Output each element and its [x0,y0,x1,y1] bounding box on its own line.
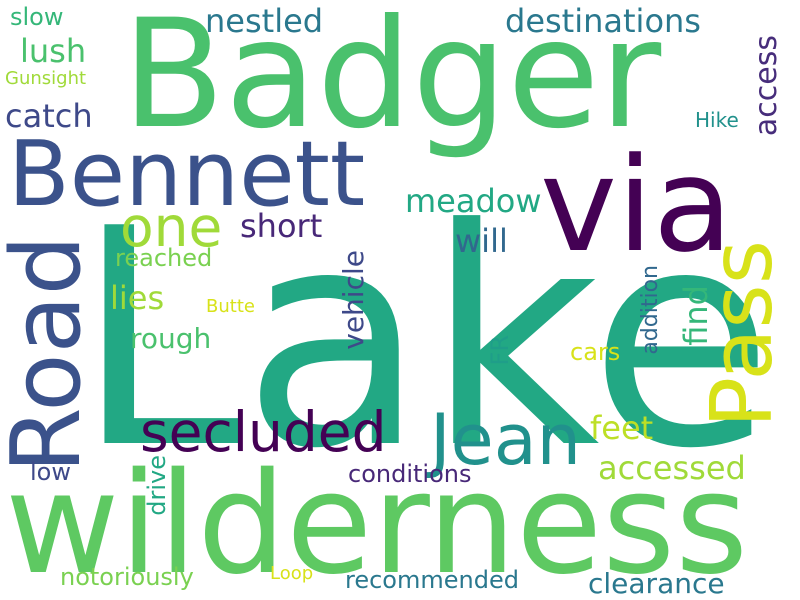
word-jean: Jean [430,399,581,481]
word-recommended: recommended [345,566,519,594]
word-conditions: conditions [348,460,472,488]
word-cars: cars [570,338,621,366]
word-accessed: accessed [598,449,746,487]
word-rough: rough [130,322,212,355]
word-butte: Butte [206,296,255,317]
word-hike: Hike [695,108,739,132]
word-find: find [677,285,715,346]
word-secluded: secluded [140,400,387,464]
word-one: one [120,195,223,259]
word-fr: FR [486,335,514,366]
word-low: low [30,458,71,486]
word-nestled: nestled [205,2,324,40]
word-catch: catch [5,97,93,135]
word-destinations: destinations [505,2,701,40]
word-short: short [240,207,323,245]
word-road: Road [0,235,102,474]
word-badger: Badger [122,0,662,162]
word-wilderness: wilderness [5,443,749,600]
word-notoriously: notoriously [60,563,194,591]
word-drive: drive [143,455,171,516]
word-reached: reached [115,244,213,272]
word-vehicle: vehicle [337,250,370,350]
word-feet: feet [590,409,654,447]
word-meadow: meadow [405,182,542,220]
word-lake: Lake [75,165,774,514]
word-will: will [455,222,508,260]
word-lies: lies [110,279,165,317]
word-via: via [540,129,733,281]
word-bennett: Bennett [8,122,366,227]
word-access: access [749,35,784,137]
word-loop: Loop [270,563,314,584]
word-lush: lush [20,32,87,70]
word-slow: slow [10,3,64,31]
word-gunsight: Gunsight [5,68,87,89]
word-clearance: clearance [588,567,725,600]
word-addition: addition [638,265,663,355]
